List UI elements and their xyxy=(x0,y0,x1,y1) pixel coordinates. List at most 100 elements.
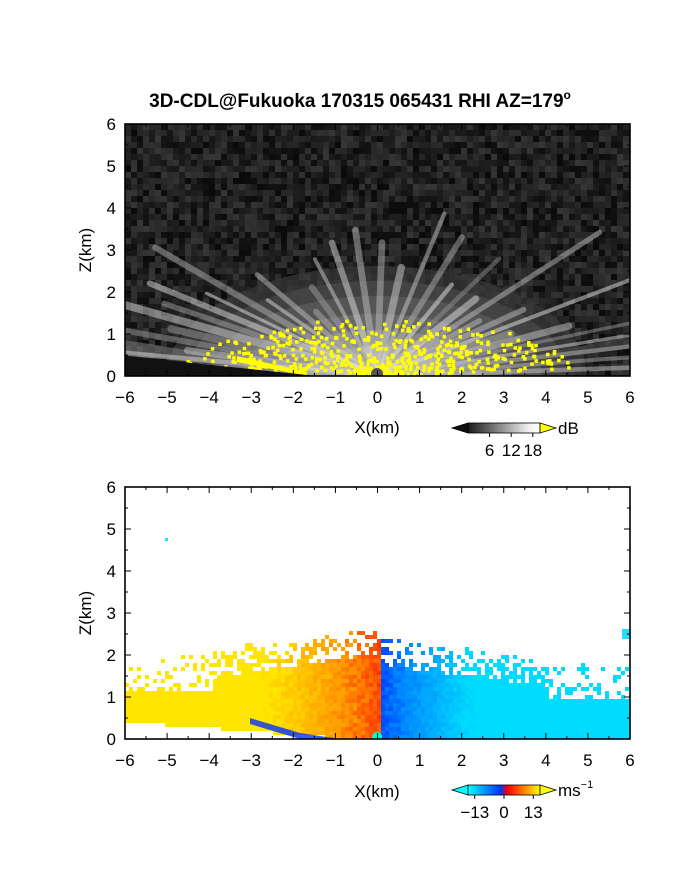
noise-cell xyxy=(191,250,197,256)
noise-cell xyxy=(155,130,161,136)
noise-cell xyxy=(137,310,143,316)
noise-cell xyxy=(377,124,383,130)
noise-cell xyxy=(275,232,281,238)
velocity-pixel xyxy=(345,663,349,667)
echo-pixel xyxy=(366,359,371,363)
velocity-pixel xyxy=(269,687,273,691)
noise-cell xyxy=(509,154,515,160)
noise-cell xyxy=(617,292,623,298)
velocity-pixel xyxy=(477,659,481,663)
noise-cell xyxy=(155,328,161,334)
noise-cell xyxy=(269,160,275,166)
noise-cell xyxy=(185,262,191,268)
noise-cell xyxy=(617,184,623,190)
noise-cell xyxy=(173,268,179,274)
echo-pixel xyxy=(366,338,371,342)
noise-cell xyxy=(503,166,509,172)
noise-cell xyxy=(239,130,245,136)
noise-cell xyxy=(587,214,593,220)
noise-cell xyxy=(611,190,617,196)
noise-cell xyxy=(593,304,599,310)
noise-cell xyxy=(311,250,317,256)
noise-cell xyxy=(167,220,173,226)
noise-cell xyxy=(317,226,323,232)
noise-cell xyxy=(125,190,131,196)
noise-cell xyxy=(563,130,569,136)
echo-pixel xyxy=(417,352,422,356)
velocity-pixel xyxy=(241,679,245,683)
noise-cell xyxy=(599,262,605,268)
noise-cell xyxy=(191,262,197,268)
velocity-pixel xyxy=(417,687,421,691)
noise-cell xyxy=(551,154,557,160)
noise-cell xyxy=(365,256,371,262)
velocity-pixel xyxy=(373,679,377,683)
noise-cell xyxy=(161,130,167,136)
velocity-pixel xyxy=(265,683,269,687)
noise-cell xyxy=(341,148,347,154)
noise-cell xyxy=(137,250,143,256)
velocity-pixel xyxy=(261,687,265,691)
noise-cell xyxy=(575,190,581,196)
noise-cell xyxy=(599,292,605,298)
velocity-pixel xyxy=(529,667,533,671)
velocity-pixel xyxy=(373,663,377,667)
noise-cell xyxy=(617,274,623,280)
velocity-pixel xyxy=(213,663,217,667)
noise-cell xyxy=(479,124,485,130)
noise-cell xyxy=(395,220,401,226)
noise-cell xyxy=(389,220,395,226)
echo-pixel xyxy=(435,360,439,365)
velocity-pixel xyxy=(453,687,457,691)
noise-cell xyxy=(425,244,431,250)
reflectivity-x-tick-label: −2 xyxy=(284,388,303,407)
noise-cell xyxy=(203,160,209,166)
noise-cell xyxy=(221,286,227,292)
echo-pixel xyxy=(292,327,297,332)
noise-cell xyxy=(245,220,251,226)
velocity-pixel xyxy=(393,663,397,667)
velocity-pixel xyxy=(273,659,277,663)
noise-cell xyxy=(587,286,593,292)
velocity-pixel xyxy=(445,683,449,687)
velocity-pixel xyxy=(349,667,353,671)
noise-cell xyxy=(599,370,605,376)
noise-cell xyxy=(125,316,131,322)
noise-cell xyxy=(155,274,161,280)
velocity-pixel xyxy=(433,683,437,687)
echo-pixel xyxy=(461,346,466,351)
noise-cell xyxy=(413,214,419,220)
noise-cell xyxy=(605,304,611,310)
velocity-pixel xyxy=(493,663,497,667)
noise-cell xyxy=(431,166,437,172)
echo-pixel xyxy=(323,360,327,364)
noise-cell xyxy=(533,166,539,172)
noise-cell xyxy=(263,190,269,196)
noise-cell xyxy=(143,328,149,334)
velocity-pixel xyxy=(393,667,397,671)
noise-cell xyxy=(359,142,365,148)
noise-cell xyxy=(359,196,365,202)
noise-cell xyxy=(455,142,461,148)
noise-cell xyxy=(263,124,269,130)
echo-pixel xyxy=(400,359,405,363)
echo-pixel xyxy=(299,367,303,371)
noise-cell xyxy=(623,208,629,214)
noise-cell xyxy=(233,256,239,262)
noise-cell xyxy=(203,256,209,262)
echo-pixel xyxy=(360,363,364,367)
velocity-pixel xyxy=(277,675,281,679)
noise-cell xyxy=(131,280,137,286)
echo-pixel xyxy=(550,367,554,372)
noise-cell xyxy=(287,124,293,130)
noise-cell xyxy=(515,268,521,274)
velocity-pixel xyxy=(445,675,449,679)
noise-cell xyxy=(443,142,449,148)
noise-cell xyxy=(131,208,137,214)
velocity-pixel xyxy=(321,647,325,651)
noise-cell xyxy=(167,178,173,184)
noise-cell xyxy=(521,184,527,190)
velocity-pixel xyxy=(245,687,249,691)
echo-pixel xyxy=(404,364,408,369)
noise-cell xyxy=(575,244,581,250)
